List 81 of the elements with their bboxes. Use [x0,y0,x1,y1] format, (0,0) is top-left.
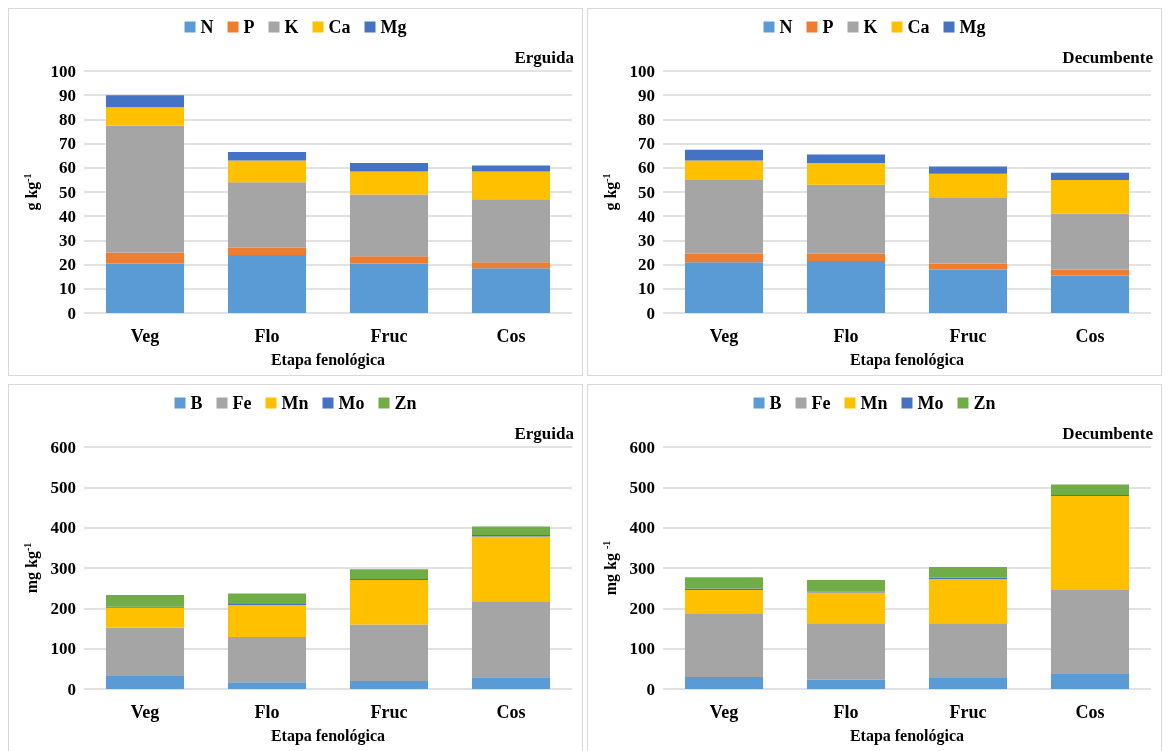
y-tick-label: 20 [59,255,76,275]
x-axis-title: Etapa fenológica [270,350,386,369]
y-tick-label: 100 [629,639,655,659]
y-tick-label: 100 [50,639,76,659]
x-tick-label: Veg [709,326,739,346]
legend-label: K [284,17,299,37]
y-tick-label: 600 [629,437,655,457]
y-tick-label: 0 [67,679,76,699]
legend-label: Mn [860,393,888,413]
x-tick-label: Flo [254,326,280,346]
text: Decumbente [1062,424,1154,443]
x-tick-label: Veg [130,702,160,722]
y-tick-label: 300 [629,558,655,578]
y-tick-label: 400 [629,518,655,538]
legend-label: Mo [917,393,944,413]
x-tick-label: Flo [254,702,280,722]
legend-label: B [190,393,203,413]
legend-label: N [779,17,793,37]
legend-label: Zn [973,393,996,413]
legend-label: Ca [328,17,351,37]
text: Erguida [514,48,575,67]
text: Erguida [514,424,575,443]
x-axis-title: Etapa fenológica [270,726,386,745]
y-tick-label: 0 [646,303,655,323]
x-tick-label: Cos [496,702,526,722]
x-axis-title: Etapa fenológica [849,726,965,745]
y-tick-label: 600 [50,437,76,457]
y-tick-label: 10 [59,279,76,299]
x-tick-label: Veg [709,702,739,722]
y-tick-label: 200 [629,598,655,618]
y-axis-title: mg kg -1 [600,540,620,596]
y-tick-label: 70 [59,134,76,154]
legend-label: Mg [380,17,407,37]
y-tick-label: 300 [50,558,76,578]
y-tick-label: 50 [638,182,655,202]
legend-label: P [243,17,255,37]
y-tick-label: 60 [638,158,655,178]
legend-label: Fe [232,393,252,413]
y-tick-label: 100 [50,61,76,81]
y-tick-label: 20 [638,255,655,275]
y-tick-label: 500 [629,477,655,497]
y-tick-label: 400 [50,518,76,538]
y-tick-label: 70 [638,134,655,154]
legend-label: Mn [281,393,309,413]
x-tick-label: Fruc [370,326,408,346]
x-tick-label: Cos [496,326,526,346]
legend-label: K [863,17,878,37]
legend-label: Mo [338,393,365,413]
y-tick-label: 500 [50,477,76,497]
x-tick-label: Cos [1075,326,1105,346]
y-tick-label: 80 [59,109,76,129]
y-tick-label: 90 [638,85,655,105]
legend-label: P [822,17,834,37]
x-tick-label: Flo [833,326,859,346]
legend-label: Ca [907,17,930,37]
y-tick-label: 60 [59,158,76,178]
x-tick-label: Fruc [949,702,987,722]
y-tick-label: 80 [638,109,655,129]
y-tick-label: 100 [629,61,655,81]
y-tick-label: 30 [638,230,655,250]
y-tick-label: 30 [59,230,76,250]
y-tick-label: 0 [646,679,655,699]
legend-label: Mg [959,17,986,37]
y-tick-label: 0 [67,303,76,323]
y-tick-label: 10 [638,279,655,299]
legend-label: N [200,17,214,37]
y-tick-label: 90 [59,85,76,105]
text: Decumbente [1062,48,1154,67]
x-axis-title: Etapa fenológica [849,350,965,369]
x-tick-label: Flo [833,702,859,722]
y-tick-label: 50 [59,182,76,202]
legend-label: B [769,393,782,413]
y-tick-label: 200 [50,598,76,618]
x-tick-label: Cos [1075,702,1105,722]
legend-label: Fe [811,393,831,413]
x-tick-label: Fruc [949,326,987,346]
y-tick-label: 40 [638,206,655,226]
y-tick-label: 40 [59,206,76,226]
legend-label: Zn [394,393,417,413]
x-tick-label: Fruc [370,702,408,722]
x-tick-label: Veg [130,326,160,346]
